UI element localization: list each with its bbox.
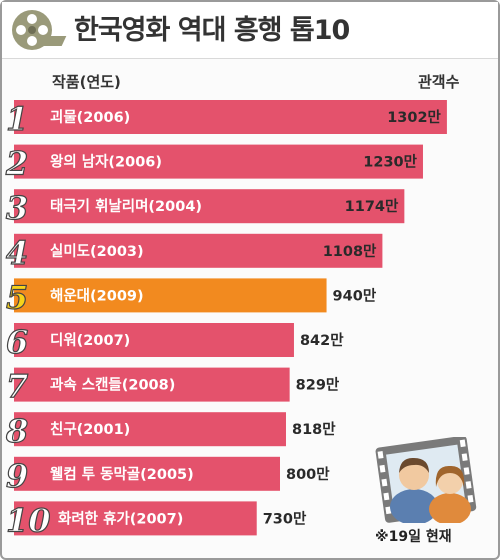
- bar-4: [14, 233, 383, 268]
- rank-number: 5: [6, 278, 28, 316]
- bar-value-label: 842만: [300, 332, 344, 349]
- film-reel-icon: [12, 10, 52, 50]
- bar-label: 왕의 남자(2006): [50, 153, 162, 171]
- chart-title: 한국영화 역대 흥행 톱10: [74, 15, 350, 46]
- bar-value-label: 940만: [333, 287, 377, 304]
- bar-1: [14, 100, 447, 134]
- bar-label: 친구(2001): [50, 421, 130, 438]
- bar-value-label: 1108만: [323, 243, 377, 260]
- column-header-audience: 관객수: [418, 73, 460, 91]
- header: 한국영화 역대 흥행 톱10: [2, 2, 498, 59]
- bar-value-label: 800만: [286, 466, 330, 483]
- footnote: ※19일 현재: [375, 529, 452, 545]
- bar-value-label: 1230만: [363, 154, 417, 171]
- rank-number: 8: [5, 412, 28, 450]
- bar-10: [14, 501, 257, 536]
- bar-2: [14, 144, 423, 179]
- bar-label: 화려한 휴가(2007): [58, 510, 183, 527]
- bar-3: [14, 189, 405, 224]
- rank-number: 4: [6, 234, 28, 272]
- bar-7: [14, 367, 290, 402]
- bar-label: 해운대(2009): [50, 287, 144, 304]
- bar-value-label: 829만: [296, 377, 340, 394]
- bar-label: 괴물(2006): [50, 109, 130, 126]
- rank-number: 6: [6, 323, 28, 361]
- bar-5: [14, 278, 327, 313]
- bar-value-label: 730만: [263, 510, 307, 527]
- rank-number: 3: [6, 189, 28, 227]
- bar-label: 웰컴 투 동막골(2005): [50, 465, 194, 483]
- bar-value-label: 1174만: [345, 198, 399, 215]
- bar-9: [14, 456, 280, 491]
- bar-label: 디워(2007): [50, 332, 130, 349]
- bar-label: 태극기 휘날리며(2004): [50, 197, 202, 215]
- bar-value-label: 1302만: [387, 109, 441, 126]
- film-frame-people-icon: [375, 437, 477, 523]
- bar-8: [14, 412, 286, 447]
- rank-number: 7: [6, 368, 28, 406]
- bar-label: 과속 스캔들(2008): [50, 377, 175, 394]
- rank-number: 10: [6, 501, 51, 539]
- rank-number: 2: [5, 145, 28, 183]
- rank-number: 1: [6, 100, 28, 138]
- bar-6: [14, 323, 294, 357]
- column-header-title: 작품(연도): [52, 73, 121, 91]
- bar-value-label: 818만: [292, 421, 336, 438]
- bar-label: 실미도(2003): [50, 243, 144, 260]
- rank-number: 9: [6, 457, 28, 495]
